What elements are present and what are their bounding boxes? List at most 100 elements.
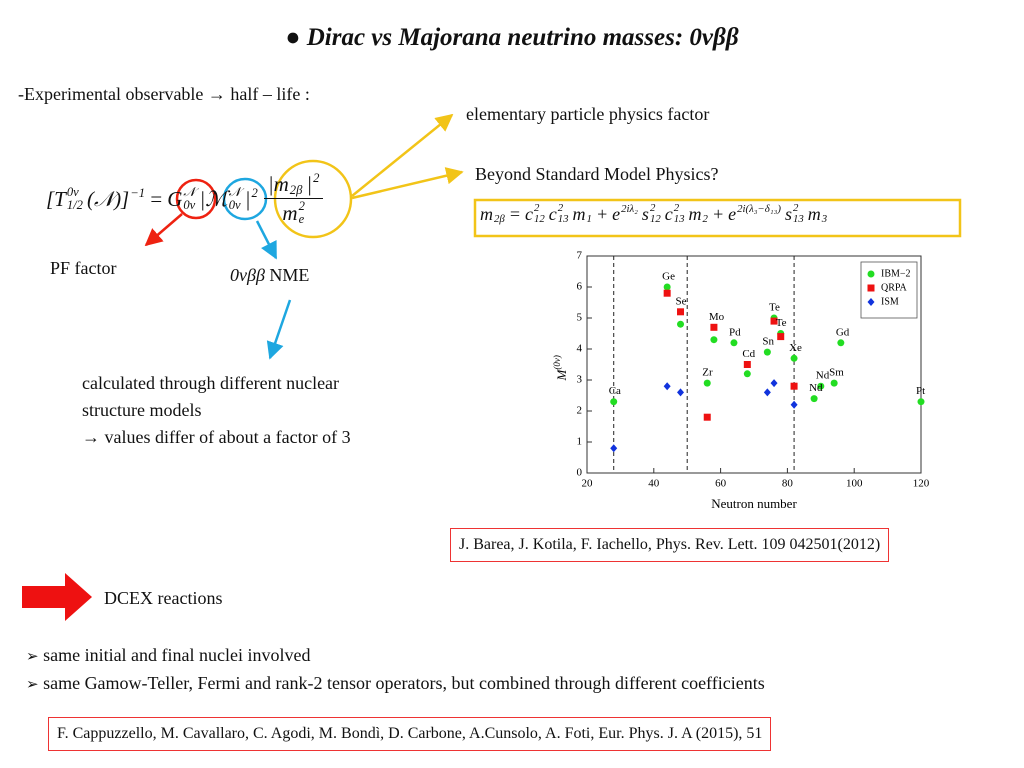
text: -Experimental observable → half – life :	[18, 84, 310, 104]
token: |ℳ 𝒩 0ν	[199, 185, 241, 213]
superscript: −1	[130, 185, 146, 200]
point	[610, 398, 618, 406]
point	[663, 283, 671, 291]
symbol: =	[508, 203, 521, 224]
point	[810, 395, 818, 403]
symbol: s	[641, 203, 649, 224]
fraction: |m 2β | 2 m 2 e	[263, 171, 324, 226]
legend-label: QRPA	[881, 282, 908, 293]
point-label: Se	[676, 295, 687, 307]
y-tick-label: 6	[577, 281, 583, 293]
symbol: c	[524, 203, 533, 224]
mass-circle	[273, 159, 353, 239]
y-label-base: M	[554, 369, 569, 382]
subscript: 0ν	[183, 198, 196, 213]
scripts: 𝒩 0ν	[228, 185, 241, 213]
superscript: 2iλ₂	[621, 202, 638, 215]
point	[703, 379, 711, 387]
subscript: 13	[673, 213, 685, 226]
point-label: Ca	[609, 385, 621, 397]
text: calculated through different nuclear	[82, 373, 340, 393]
symbol: m	[480, 203, 493, 224]
text: structure models	[82, 400, 202, 420]
x-axis-label: Neutron number	[711, 496, 797, 511]
symbol: +	[711, 203, 725, 224]
token: c 2 13	[549, 202, 569, 226]
y-tick-label: 5	[577, 312, 583, 324]
point	[743, 370, 751, 378]
superscript: 𝒩	[183, 185, 196, 199]
point	[830, 379, 838, 387]
scripts: 2iλ₂	[621, 202, 638, 215]
symbol: m	[282, 200, 298, 225]
symbol: |ℳ	[199, 186, 228, 211]
point	[743, 361, 751, 368]
scripts: 2 13	[673, 202, 685, 226]
y-tick-label: 7	[577, 250, 583, 262]
point	[763, 348, 771, 356]
point-label: Te	[776, 317, 787, 329]
x-tick-label: 80	[782, 478, 794, 490]
point	[837, 339, 845, 347]
numerator: |m 2β | 2	[263, 171, 324, 199]
token: =	[509, 204, 521, 225]
text: NME	[269, 265, 310, 285]
symbol: +	[595, 203, 609, 224]
subscript: 1	[586, 212, 592, 225]
scripts: 2i(λ₃−δ₁₃)	[737, 202, 781, 215]
x-tick-label: 120	[913, 478, 930, 490]
scripts: 𝒩 0ν	[183, 185, 196, 213]
y-axis-label: M(0ν)	[552, 355, 569, 381]
point-label: Gd	[836, 326, 850, 338]
scripts: 2 13	[792, 202, 804, 226]
token: s 2 13	[785, 202, 804, 226]
point	[677, 320, 685, 328]
symbol: m	[572, 203, 586, 224]
text: Beyond Standard Model Physics?	[475, 164, 719, 184]
symbol: =	[149, 186, 164, 211]
point-label: Xe	[789, 342, 802, 354]
y-tick-label: 0	[577, 467, 583, 479]
point-label: Sm	[829, 367, 844, 379]
point	[663, 382, 671, 391]
scripts: 0ν 1/2	[66, 185, 83, 212]
text: PF factor	[50, 258, 117, 278]
superscript: 𝒩	[228, 185, 241, 199]
legend-marker	[867, 270, 875, 278]
superscript: 2i(λ₃−δ₁₃)	[737, 202, 781, 215]
point-label: Mo	[709, 311, 725, 323]
point-label: Ge	[662, 271, 675, 283]
scripts: 2β	[290, 183, 303, 197]
text: → values differ of about a factor of 3	[82, 427, 351, 447]
text: elementary particle physics factor	[466, 104, 710, 124]
point	[790, 400, 798, 409]
symbol: [T	[46, 186, 66, 211]
scripts: −1	[130, 185, 146, 200]
superscript: 2	[792, 202, 799, 214]
token: [T 0ν 1/2	[46, 185, 83, 212]
token: | 2	[245, 186, 258, 212]
reference: F. Cappuzzello, M. Cavallaro, C. Agodi, …	[48, 717, 772, 751]
subscript: 12	[649, 213, 661, 226]
token: |m 2β	[268, 172, 303, 197]
legend-marker	[867, 298, 875, 306]
subscript: 0ν	[228, 198, 241, 213]
symbol: e	[728, 203, 737, 224]
superscript: 0ν	[66, 185, 79, 199]
bullet: ➢ same initial and final nuclei involved	[26, 645, 311, 665]
x-tick-label: 100	[846, 478, 863, 490]
text: same Gamow-Teller, Fermi and rank-2 tens…	[43, 673, 765, 693]
point	[710, 323, 718, 331]
arrow	[144, 213, 183, 247]
subscript: 12	[533, 213, 545, 226]
superscript: 2	[673, 202, 680, 214]
legend-label: ISM	[881, 296, 899, 307]
text: 0νββ NME	[230, 265, 309, 286]
point	[777, 333, 785, 341]
scripts: 2	[313, 171, 319, 185]
scripts: 1	[586, 212, 592, 225]
point	[770, 379, 778, 388]
